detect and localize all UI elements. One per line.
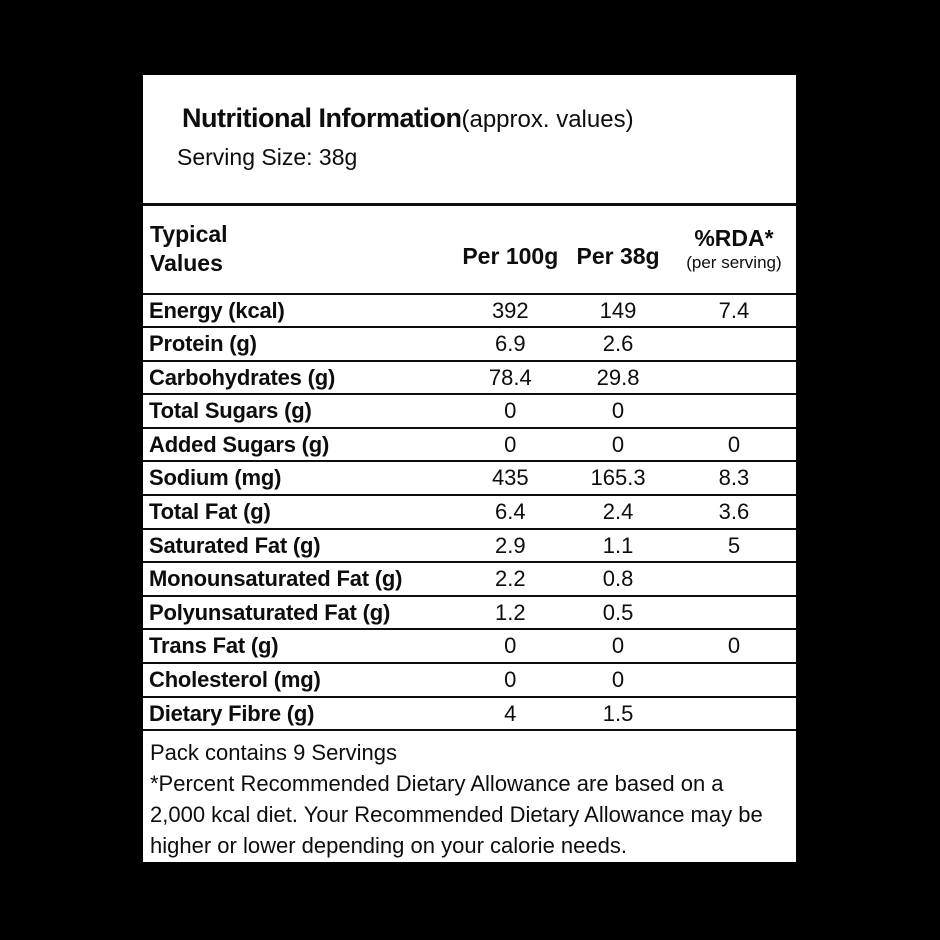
cell-rda: 0 <box>671 427 796 463</box>
cell-per-38g: 1.5 <box>564 696 672 732</box>
cell-label: Monounsaturated Fat (g) <box>143 562 457 597</box>
cell-per-100g: 4 <box>456 696 565 732</box>
table-row: Total Sugars (g) 0 0 <box>143 394 796 429</box>
rda-header-text: %RDA* <box>694 225 774 252</box>
rda-note: *Percent Recommended Dietary Allowance a… <box>150 771 763 859</box>
cell-label: Saturated Fat (g) <box>143 528 457 564</box>
typical-values-line2: Values <box>150 250 223 277</box>
label-title-line: Nutritional Information(approx. values) <box>182 101 786 140</box>
column-header-rda: %RDA* (per serving) <box>671 204 796 295</box>
cell-label: Dietary Fibre (g) <box>143 696 457 732</box>
nutrition-rows: Energy (kcal) 392 149 7.4 Protein (g) 6.9 2.6 C… <box>143 293 796 732</box>
column-header-per-100g: Per 100g <box>456 204 565 295</box>
cell-label: Polyunsaturated Fat (g) <box>143 595 457 631</box>
cell-per-38g: 29.8 <box>564 360 672 396</box>
cell-label: Added Sugars (g) <box>143 427 457 463</box>
cell-rda <box>671 696 796 732</box>
cell-per-38g: 149 <box>564 293 672 329</box>
cell-rda: 3.6 <box>671 495 796 530</box>
cell-per-100g: 435 <box>456 461 565 497</box>
label-footnotes: Pack contains 9 Servings *Percent Recomm… <box>143 731 796 861</box>
cell-label: Total Fat (g) <box>143 495 457 530</box>
cell-per-100g: 2.9 <box>456 528 565 564</box>
cell-per-100g: 0 <box>456 394 565 429</box>
table-row: Sodium (mg) 435 165.3 8.3 <box>143 461 796 497</box>
label-title-note: (approx. values) <box>461 106 634 133</box>
cell-per-38g: 0 <box>564 629 672 665</box>
cell-per-38g: 0 <box>564 394 672 429</box>
column-header-per-38g: Per 38g <box>564 204 672 295</box>
cell-rda <box>671 562 796 597</box>
label-header: Nutritional Information(approx. values) … <box>143 75 796 203</box>
cell-per-100g: 1.2 <box>456 595 565 631</box>
cell-label: Protein (g) <box>143 327 457 362</box>
table-row: Carbohydrates (g) 78.4 29.8 <box>143 360 796 396</box>
rda-header-subtext: (per serving) <box>686 253 782 273</box>
cell-rda <box>671 394 796 429</box>
cell-per-100g: 6.9 <box>456 327 565 362</box>
serving-size: Serving Size: 38g <box>177 144 358 170</box>
cell-per-38g: 165.3 <box>564 461 672 497</box>
cell-label: Trans Fat (g) <box>143 629 457 665</box>
table-row: Trans Fat (g) 0 0 0 <box>143 629 796 665</box>
cell-per-38g: 0 <box>564 427 672 463</box>
cell-per-38g: 0.8 <box>564 562 672 597</box>
cell-per-38g: 0 <box>564 663 672 698</box>
table-row: Total Fat (g) 6.4 2.4 3.6 <box>143 495 796 530</box>
servings-note: Pack contains 9 Servings <box>150 740 398 766</box>
table-row: Energy (kcal) 392 149 7.4 <box>143 293 796 329</box>
cell-rda <box>671 663 796 698</box>
cell-rda <box>671 595 796 631</box>
cell-per-100g: 0 <box>456 427 565 463</box>
cell-label: Energy (kcal) <box>143 293 457 329</box>
cell-per-38g: 2.6 <box>564 327 672 362</box>
cell-label: Carbohydrates (g) <box>143 360 457 396</box>
cell-rda <box>671 360 796 396</box>
table-row: Monounsaturated Fat (g) 2.2 0.8 <box>143 562 796 597</box>
table-row: Added Sugars (g) 0 0 0 <box>143 427 796 463</box>
column-header-typical-values: Typical Values <box>143 204 457 295</box>
label-title: Nutritional Information <box>182 103 462 133</box>
cell-per-38g: 1.1 <box>564 528 672 564</box>
table-row: Saturated Fat (g) 2.9 1.1 5 <box>143 528 796 564</box>
table-header-row: Typical Values Per 100g Per 38g %RDA* (p… <box>143 204 796 295</box>
typical-values-line1: Typical <box>150 221 228 248</box>
cell-per-100g: 0 <box>456 629 565 665</box>
cell-per-100g: 0 <box>456 663 565 698</box>
cell-label: Cholesterol (mg) <box>143 663 457 698</box>
cell-label: Total Sugars (g) <box>143 394 457 429</box>
cell-per-38g: 2.4 <box>564 495 672 530</box>
cell-per-100g: 78.4 <box>456 360 565 396</box>
nutrition-table: Typical Values Per 100g Per 38g %RDA* (p… <box>143 203 796 732</box>
cell-rda: 0 <box>671 629 796 665</box>
cell-per-38g: 0.5 <box>564 595 672 631</box>
table-row: Protein (g) 6.9 2.6 <box>143 327 796 362</box>
table-row: Cholesterol (mg) 0 0 <box>143 663 796 698</box>
cell-rda: 5 <box>671 528 796 564</box>
table-row: Polyunsaturated Fat (g) 1.2 0.5 <box>143 595 796 631</box>
cell-rda <box>671 327 796 362</box>
cell-per-100g: 6.4 <box>456 495 565 530</box>
nutrition-label: Nutritional Information(approx. values) … <box>143 75 796 862</box>
cell-label: Sodium (mg) <box>143 461 457 497</box>
cell-per-100g: 2.2 <box>456 562 565 597</box>
cell-rda: 8.3 <box>671 461 796 497</box>
cell-per-100g: 392 <box>456 293 565 329</box>
cell-rda: 7.4 <box>671 293 796 329</box>
table-row: Dietary Fibre (g) 4 1.5 <box>143 696 796 732</box>
